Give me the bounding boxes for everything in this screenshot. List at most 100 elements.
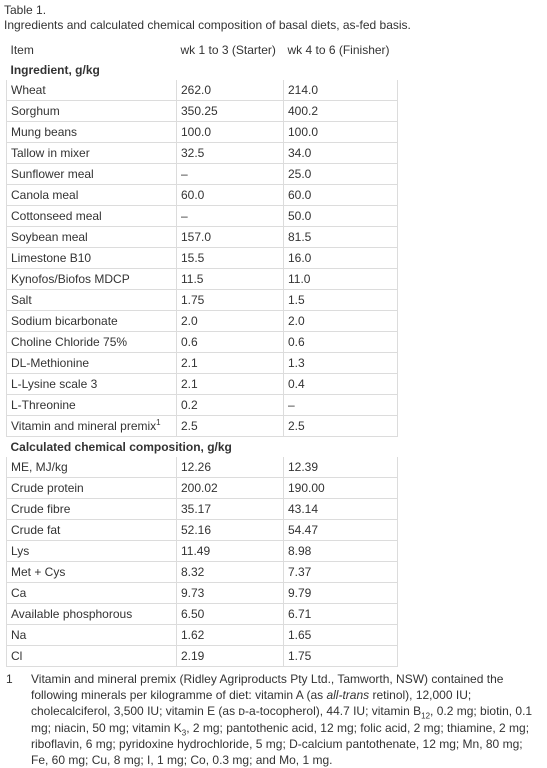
cell-finisher: 12.39: [283, 457, 398, 478]
cell-finisher: 60.0: [283, 184, 398, 206]
row-label: Tallow in mixer: [6, 142, 177, 164]
row-label: Canola meal: [6, 184, 177, 206]
cell-starter: 2.0: [176, 310, 284, 332]
table-row: Wheat 262.0 214.0: [6, 80, 398, 101]
cell-finisher: 0.6: [283, 331, 398, 353]
row-label: DL-Methionine: [6, 352, 177, 374]
section-row-composition: Calculated chemical composition, g/kg: [7, 437, 398, 458]
row-label: L-Threonine: [6, 394, 177, 416]
row-label: Wheat: [6, 80, 177, 101]
table-row: Sunflower meal –25.0: [6, 163, 398, 185]
table-row: Available phosphorous 6.50 6.71: [6, 603, 398, 625]
column-header-finisher: wk 4 to 6 (Finisher): [287, 42, 390, 57]
table-row: Ca 9.73 9.79: [6, 582, 398, 604]
table-row: Kynofos/Biofos MDCP 11.5 11.0: [6, 268, 398, 290]
cell-finisher: 400.2: [283, 100, 398, 122]
table-row: DL-Methionine 2.1 1.3: [6, 352, 398, 374]
table-row: Cottonseed meal –50.0: [6, 205, 398, 227]
table-row: Crude fibre 35.17 43.14: [6, 498, 398, 520]
table-row: ME, MJ/kg 12.26 12.39: [6, 457, 398, 478]
cell-finisher: 54.47: [283, 519, 398, 541]
row-label: Cl: [6, 645, 177, 667]
row-label: Crude protein: [6, 477, 177, 499]
cell-finisher: 2.0: [283, 310, 398, 332]
footnote-number: 1: [6, 672, 13, 686]
cell-finisher: 1.65: [283, 624, 398, 646]
cell-starter: 60.0: [176, 184, 284, 206]
table-body: Item wk 1 to 3 (Starter) wk 4 to 6 (Fini…: [6, 39, 398, 667]
table-footnote: 1 Vitamin and mineral premix (Ridley Agr…: [4, 671, 542, 768]
section-row-ingredients: Ingredient, g/kg: [7, 60, 398, 80]
cell-finisher: 34.0: [283, 142, 398, 164]
table-row: Limestone B10 15.5 16.0: [6, 247, 398, 269]
cell-finisher: 81.5: [283, 226, 398, 248]
row-label: Kynofos/Biofos MDCP: [6, 268, 177, 290]
row-label: Crude fat: [6, 519, 177, 541]
cell-finisher: 100.0: [283, 121, 398, 143]
cell-starter: –: [176, 163, 284, 185]
cell-finisher: 7.37: [283, 561, 398, 583]
table-row: Cl 2.19 1.75: [6, 645, 398, 667]
table-row: Tallow in mixer 32.5 34.0: [6, 142, 398, 164]
diet-table: Item wk 1 to 3 (Starter) wk 4 to 6 (Fini…: [6, 39, 398, 667]
cell-finisher: 9.79: [283, 582, 398, 604]
table-row: L-Lysine scale 3 2.1 0.4: [6, 373, 398, 395]
row-label: Crude fibre: [6, 498, 177, 520]
row-label: Soybean meal: [6, 226, 177, 248]
row-label: Na: [6, 624, 177, 646]
cell-starter: 11.5: [176, 268, 284, 290]
table-row: Na 1.62 1.65: [6, 624, 398, 646]
column-header-starter: wk 1 to 3 (Starter): [180, 42, 276, 57]
cell-starter: 2.1: [176, 373, 284, 395]
table-row: Mung beans 100.0 100.0: [6, 121, 398, 143]
table-row-premix: Vitamin and mineral premix1 2.5 2.5: [6, 415, 398, 437]
cell-starter: 350.25: [176, 100, 284, 122]
column-header-item: Item: [10, 42, 34, 57]
cell-finisher: 0.4: [283, 373, 398, 395]
cell-starter: 0.2: [176, 394, 284, 416]
table-row: Choline Chloride 75% 0.6 0.6: [6, 331, 398, 353]
cell-finisher: 43.14: [283, 498, 398, 520]
cell-starter: 32.5: [176, 142, 284, 164]
cell-starter: 100.0: [176, 121, 284, 143]
cell-finisher: 8.98: [283, 540, 398, 562]
table-row: Met + Cys 8.32 7.37: [6, 561, 398, 583]
row-label: Cottonseed meal: [6, 205, 177, 227]
row-label: Salt: [6, 289, 177, 311]
cell-starter: 157.0: [176, 226, 284, 248]
cell-starter: 0.6: [176, 331, 284, 353]
cell-finisher: 1.75: [283, 645, 398, 667]
row-label: Available phosphorous: [6, 603, 177, 625]
table-row: Soybean meal 157.0 81.5: [6, 226, 398, 248]
cell-starter: 6.50: [176, 603, 284, 625]
cell-finisher: 1.3: [283, 352, 398, 374]
cell-starter: 200.02: [176, 477, 284, 499]
table-row: Lys 11.49 8.98: [6, 540, 398, 562]
cell-starter: 15.5: [176, 247, 284, 269]
cell-starter: 262.0: [176, 80, 284, 101]
cell-finisher: 50.0: [283, 205, 398, 227]
row-label: Limestone B10: [6, 247, 177, 269]
cell-starter: –: [176, 205, 284, 227]
table-row: Crude protein 200.02 190.00: [6, 477, 398, 499]
row-label: Mung beans: [6, 121, 177, 143]
row-label: L-Lysine scale 3: [6, 373, 177, 395]
table-label: Table 1.: [4, 3, 47, 17]
cell-finisher: 190.00: [283, 477, 398, 499]
cell-finisher: 25.0: [283, 163, 398, 185]
footnote-mark[interactable]: 1: [156, 418, 161, 427]
cell-starter: 8.32: [176, 561, 284, 583]
cell-starter: 1.75: [176, 289, 284, 311]
cell-finisher: 2.5: [283, 415, 398, 437]
table-row: Sodium bicarbonate 2.0 2.0: [6, 310, 398, 332]
table-row: L-Threonine 0.2–: [6, 394, 398, 416]
cell-finisher: 214.0: [283, 80, 398, 101]
row-label: Choline Chloride 75%: [6, 331, 177, 353]
cell-starter: 11.49: [176, 540, 284, 562]
row-label: Lys: [6, 540, 177, 562]
cell-finisher: –: [283, 394, 398, 416]
row-label: Sunflower meal: [6, 163, 177, 185]
cell-finisher: 11.0: [283, 268, 398, 290]
cell-finisher: 16.0: [283, 247, 398, 269]
